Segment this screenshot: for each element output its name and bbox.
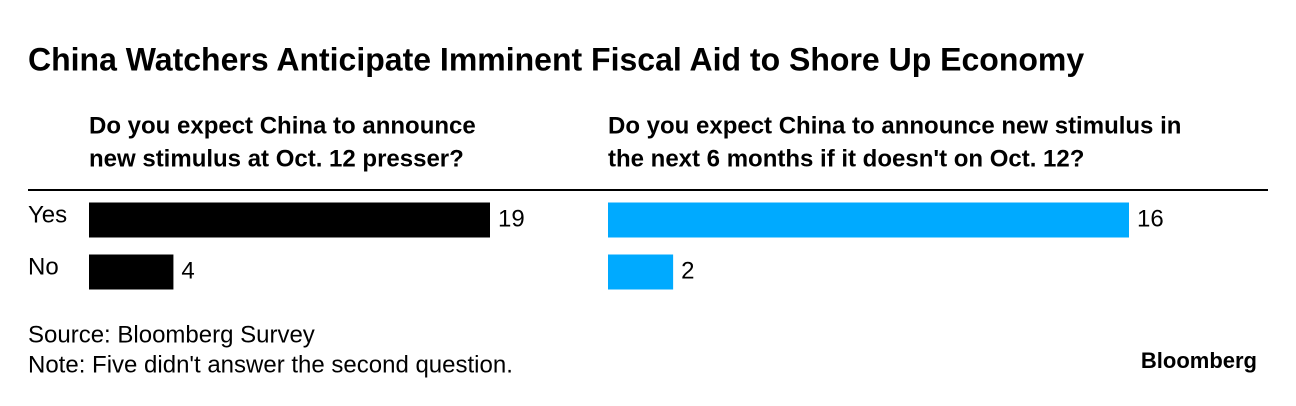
panel-subtitle: Do you expect China to announce new stim… (608, 112, 1181, 139)
bar (89, 202, 490, 238)
bar (608, 202, 1129, 238)
panel-subtitle: Do you expect China to announce (89, 112, 476, 139)
note: Note: Five didn't answer the second ques… (28, 351, 513, 378)
panel-subtitle: new stimulus at Oct. 12 presser? (89, 145, 464, 172)
value-label: 19 (498, 205, 525, 232)
value-label: 4 (181, 257, 194, 284)
category-label: No (28, 253, 59, 280)
panel-subtitle: the next 6 months if it doesn't on Oct. … (608, 145, 1084, 172)
source: Source: Bloomberg Survey (28, 321, 315, 348)
bar (608, 254, 674, 290)
bar (89, 254, 174, 290)
page-title: China Watchers Anticipate Imminent Fisca… (28, 41, 1084, 77)
logo: Bloomberg (1141, 348, 1257, 373)
value-label: 16 (1137, 205, 1164, 232)
category-label: Yes (28, 201, 67, 228)
value-label: 2 (681, 257, 694, 284)
